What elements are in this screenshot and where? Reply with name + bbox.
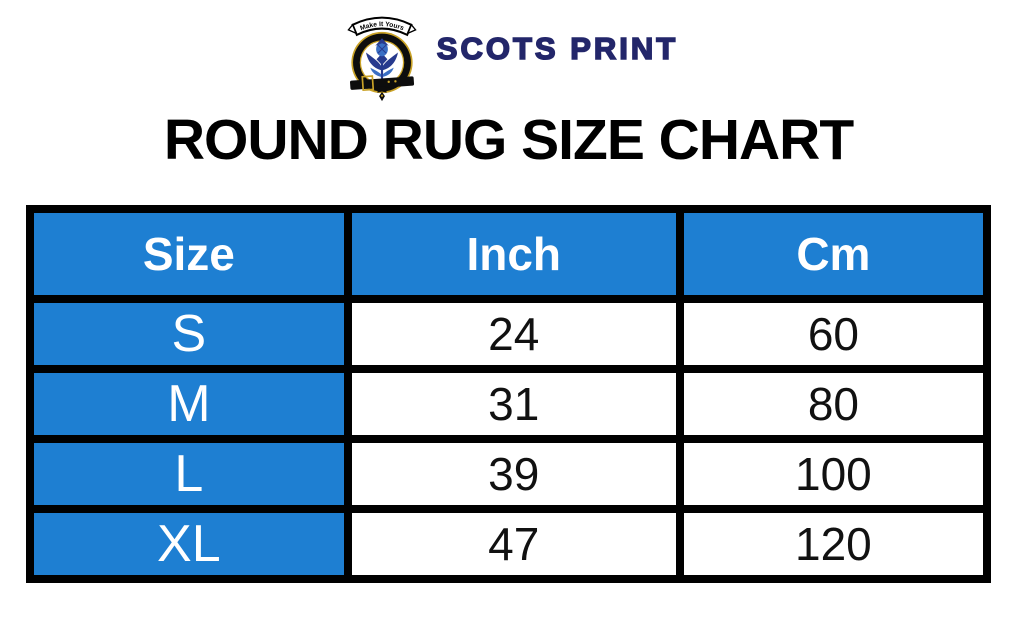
column-header-inch: Inch — [343, 205, 684, 303]
cm-cell: 120 — [675, 505, 992, 583]
brand-name: SCOTS PRINT — [436, 30, 679, 67]
table-row-l: L 39 100 — [26, 435, 992, 513]
table-row-xl: XL 47 120 — [26, 505, 992, 583]
header-row: Size Inch Cm — [26, 205, 992, 303]
table-row-m: M 31 80 — [26, 365, 992, 443]
inch-cell: 24 — [343, 295, 684, 373]
inch-cell: 31 — [343, 365, 684, 443]
size-cell: S — [26, 295, 352, 373]
size-chart-table: Size Inch Cm S 24 60 M 31 80 L 39 100 — [26, 205, 992, 583]
crest-motto-text: Make It Yours — [359, 21, 405, 32]
svg-text:Make It Yours: Make It Yours — [359, 21, 405, 32]
cm-cell: 80 — [675, 365, 992, 443]
size-cell: XL — [26, 505, 352, 583]
cm-cell: 60 — [675, 295, 992, 373]
inch-cell: 47 — [343, 505, 684, 583]
page-title: ROUND RUG SIZE CHART — [163, 108, 854, 172]
column-header-cm: Cm — [675, 205, 992, 303]
brand-header: Make It Yours SC — [0, 0, 1017, 102]
clan-crest-logo-icon: Make It Yours — [347, 16, 417, 102]
cm-cell: 100 — [675, 435, 992, 513]
table-row-s: S 24 60 — [26, 295, 992, 373]
column-header-size: Size — [26, 205, 352, 303]
size-cell: L — [26, 435, 352, 513]
size-cell: M — [26, 365, 352, 443]
inch-cell: 39 — [343, 435, 684, 513]
